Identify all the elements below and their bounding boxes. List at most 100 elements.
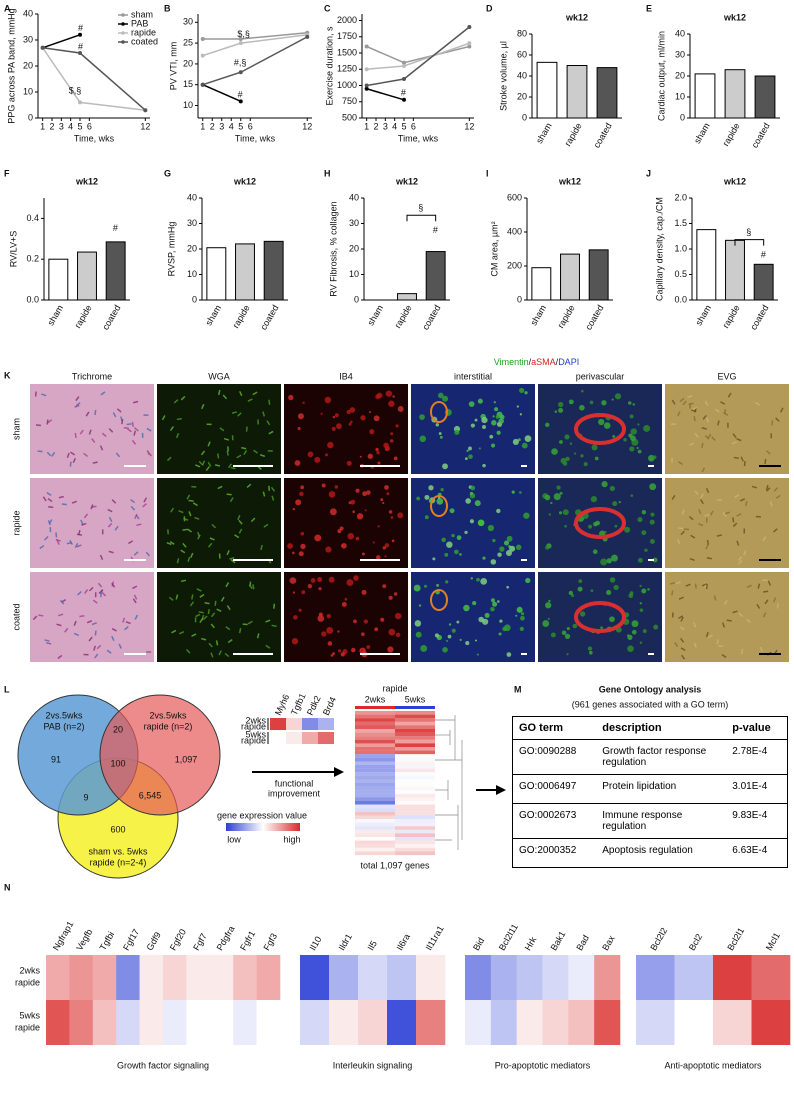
- micrograph-texture: [325, 546, 332, 553]
- heatmap-footer: total 1,097 genes: [360, 860, 430, 870]
- heatmap-cell: [751, 1000, 791, 1045]
- micrograph-texture: [476, 653, 479, 656]
- micrograph-texture: [564, 633, 571, 639]
- heatmap-texture: [395, 772, 435, 776]
- data-point: [402, 60, 406, 65]
- micrograph-texture: [623, 438, 627, 442]
- micrograph-texture: [48, 519, 53, 525]
- micrograph-texture: [238, 519, 243, 525]
- venn-set-label: rapide (n=2): [144, 721, 193, 731]
- micrograph-texture: [76, 544, 82, 548]
- micrograph-texture: [366, 490, 371, 495]
- micrograph-texture: [505, 549, 513, 557]
- micrograph-texture: [721, 622, 726, 628]
- micrograph-texture: [259, 453, 266, 458]
- data-point: [200, 82, 205, 87]
- heatmap-cell: [233, 955, 257, 1000]
- x-tick-label: sham: [203, 303, 223, 327]
- micrograph-texture: [698, 522, 704, 527]
- data-point: [364, 44, 369, 49]
- micrograph-texture: [341, 543, 347, 549]
- micrograph-texture: [733, 456, 739, 459]
- micrograph-texture: [353, 575, 359, 581]
- micrograph-texture: [248, 584, 253, 590]
- x-tick-label: coated: [750, 121, 772, 149]
- micrograph-texture: [463, 604, 470, 612]
- micrograph-texture: [218, 650, 222, 656]
- heatmap-cell: [256, 1000, 281, 1045]
- vessel-ring: [574, 601, 626, 633]
- micrograph-texture: [300, 485, 305, 490]
- table-header-row: GO term description p-value: [512, 716, 788, 740]
- heatmap-texture: [395, 775, 435, 780]
- micrograph-texture: [241, 446, 247, 450]
- data-point: [305, 34, 310, 39]
- micrograph-texture: [481, 424, 487, 430]
- micrograph-texture: [544, 494, 551, 501]
- x-tick-label: 6: [411, 121, 416, 131]
- micrograph-texture: [207, 461, 212, 467]
- micrograph-texture: [238, 528, 243, 534]
- row-label: rapide: [241, 735, 266, 745]
- column-label: interstitial: [454, 371, 492, 381]
- micrograph-texture: [490, 598, 495, 603]
- micrograph-texture: [325, 453, 329, 457]
- micrograph-texture: [188, 499, 194, 502]
- heatmap-texture: [355, 754, 395, 758]
- micrograph-texture: [482, 463, 486, 468]
- micrograph-texture: [447, 634, 452, 639]
- micrograph-texture: [91, 438, 96, 443]
- micrograph-texture: [490, 559, 497, 565]
- micrograph-texture: [704, 400, 709, 406]
- micrograph-texture: [498, 632, 502, 636]
- x-tick-label: 3: [383, 121, 388, 131]
- go-table-container: GO term description p-value GO:0090288 Growt…: [512, 716, 788, 868]
- micrograph-texture: [94, 630, 97, 636]
- micrograph-texture: [456, 535, 462, 541]
- y-tick-label: 20: [675, 70, 685, 80]
- micrograph-texture: [132, 400, 139, 404]
- y-tick-label: 200: [507, 260, 522, 270]
- micrograph-texture: [197, 534, 201, 540]
- heatmap-texture: [355, 765, 395, 769]
- micrograph-texture: [230, 466, 236, 470]
- micrograph-texture: [356, 537, 359, 540]
- micrograph-texture: [609, 485, 615, 492]
- group-title: Interleukin signaling: [333, 1060, 413, 1070]
- micrograph-texture: [126, 423, 132, 426]
- legend-label: PAB: [131, 18, 148, 28]
- micrograph-texture: [395, 424, 399, 428]
- micrograph-texture: [637, 517, 643, 523]
- micrograph: [665, 572, 789, 662]
- x-tick-label: 6: [87, 121, 92, 131]
- panel-label: N: [4, 882, 11, 892]
- heatmap-texture: [395, 714, 435, 719]
- x-tick-label: coated: [420, 303, 442, 331]
- heatmap-texture: [395, 786, 435, 791]
- micrograph-texture: [542, 620, 550, 627]
- micrograph-texture: [388, 628, 396, 636]
- micrograph-texture: [132, 585, 138, 590]
- y-axis-label: CM area, µm²: [489, 221, 499, 276]
- data-point: [402, 77, 406, 81]
- micrograph-texture: [187, 528, 193, 533]
- micrograph-texture: [519, 491, 522, 494]
- x-tick-label: sham: [692, 121, 712, 145]
- panel-label: C: [324, 3, 331, 13]
- micrograph-texture: [492, 601, 498, 607]
- heatmap-texture: [355, 750, 395, 755]
- heatmap-cell: [387, 955, 417, 1000]
- panel-label: E: [646, 3, 652, 13]
- micrograph-texture: [380, 617, 385, 622]
- micrograph-texture: [200, 450, 206, 456]
- x-tick-label: 3: [219, 121, 224, 131]
- micrograph-texture: [547, 617, 550, 621]
- micrograph-texture: [191, 594, 194, 600]
- micrograph-texture: [185, 648, 191, 654]
- micrograph-texture: [321, 631, 327, 637]
- column-group-bar: [355, 706, 395, 709]
- micrograph-texture: [706, 557, 712, 560]
- y-tick-label: 20: [183, 58, 193, 68]
- micrograph-texture: [46, 419, 49, 425]
- micrograph: [538, 478, 662, 568]
